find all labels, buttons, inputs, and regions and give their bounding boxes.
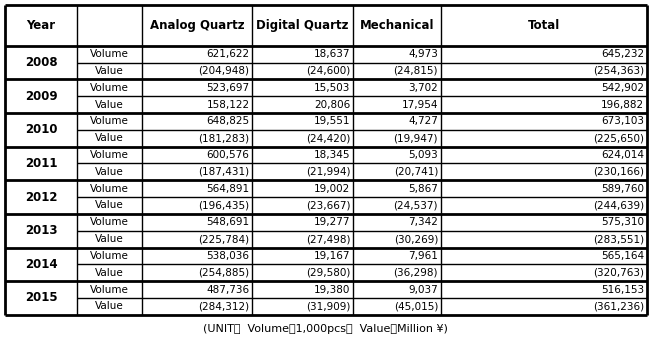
Text: Volume: Volume bbox=[90, 284, 129, 294]
Text: (181,283): (181,283) bbox=[198, 133, 250, 143]
Text: (283,551): (283,551) bbox=[593, 234, 644, 244]
Text: 7,342: 7,342 bbox=[408, 217, 438, 227]
Text: (24,600): (24,600) bbox=[306, 66, 350, 76]
Text: Volume: Volume bbox=[90, 150, 129, 160]
Text: 20,806: 20,806 bbox=[314, 100, 350, 110]
Text: 648,825: 648,825 bbox=[207, 116, 250, 126]
Text: 158,122: 158,122 bbox=[207, 100, 250, 110]
Text: 645,232: 645,232 bbox=[601, 49, 644, 59]
Text: 4,727: 4,727 bbox=[408, 116, 438, 126]
Text: Volume: Volume bbox=[90, 184, 129, 194]
Text: (196,435): (196,435) bbox=[198, 201, 250, 211]
Text: Volume: Volume bbox=[90, 83, 129, 93]
Text: (31,909): (31,909) bbox=[306, 301, 350, 311]
Text: Value: Value bbox=[95, 167, 124, 177]
Text: 3,702: 3,702 bbox=[408, 83, 438, 93]
Text: Value: Value bbox=[95, 133, 124, 143]
Text: (284,312): (284,312) bbox=[198, 301, 250, 311]
Text: 2013: 2013 bbox=[25, 224, 57, 237]
Text: (30,269): (30,269) bbox=[394, 234, 438, 244]
Text: Value: Value bbox=[95, 100, 124, 110]
Text: Volume: Volume bbox=[90, 251, 129, 261]
Text: (24,420): (24,420) bbox=[306, 133, 350, 143]
Text: 5,093: 5,093 bbox=[408, 150, 438, 160]
Text: Value: Value bbox=[95, 301, 124, 311]
Text: Mechanical: Mechanical bbox=[359, 19, 434, 32]
Text: 19,277: 19,277 bbox=[314, 217, 350, 227]
Text: (29,580): (29,580) bbox=[306, 268, 350, 278]
Text: (20,741): (20,741) bbox=[394, 167, 438, 177]
Text: 4,973: 4,973 bbox=[408, 49, 438, 59]
Text: 673,103: 673,103 bbox=[601, 116, 644, 126]
Text: 17,954: 17,954 bbox=[402, 100, 438, 110]
Text: (UNIT：  Volume；1,000pcs，  Value；Million ¥): (UNIT： Volume；1,000pcs， Value；Million ¥) bbox=[203, 324, 447, 334]
Text: 2011: 2011 bbox=[25, 157, 57, 170]
Text: 516,153: 516,153 bbox=[601, 284, 644, 294]
Text: (254,363): (254,363) bbox=[593, 66, 644, 76]
Text: 19,167: 19,167 bbox=[314, 251, 350, 261]
Text: Value: Value bbox=[95, 268, 124, 278]
Text: (21,994): (21,994) bbox=[306, 167, 350, 177]
Text: 196,882: 196,882 bbox=[601, 100, 644, 110]
Text: (187,431): (187,431) bbox=[198, 167, 250, 177]
Text: Year: Year bbox=[27, 19, 55, 32]
Text: (36,298): (36,298) bbox=[394, 268, 438, 278]
Text: Total: Total bbox=[528, 19, 560, 32]
Text: (244,639): (244,639) bbox=[593, 201, 644, 211]
Text: 589,760: 589,760 bbox=[601, 184, 644, 194]
Text: 2009: 2009 bbox=[25, 90, 57, 103]
Text: Volume: Volume bbox=[90, 49, 129, 59]
Text: Value: Value bbox=[95, 201, 124, 211]
Text: 487,736: 487,736 bbox=[207, 284, 250, 294]
Text: 18,637: 18,637 bbox=[314, 49, 350, 59]
Text: 575,310: 575,310 bbox=[601, 217, 644, 227]
Text: (254,885): (254,885) bbox=[198, 268, 250, 278]
Text: 2008: 2008 bbox=[25, 56, 57, 69]
Text: Volume: Volume bbox=[90, 116, 129, 126]
Text: 19,380: 19,380 bbox=[314, 284, 350, 294]
Text: 542,902: 542,902 bbox=[601, 83, 644, 93]
Text: Value: Value bbox=[95, 234, 124, 244]
Text: (225,650): (225,650) bbox=[593, 133, 644, 143]
Text: (361,236): (361,236) bbox=[593, 301, 644, 311]
Text: 19,002: 19,002 bbox=[314, 184, 350, 194]
Text: Volume: Volume bbox=[90, 217, 129, 227]
Text: 5,867: 5,867 bbox=[408, 184, 438, 194]
Text: (24,537): (24,537) bbox=[394, 201, 438, 211]
Text: 19,551: 19,551 bbox=[314, 116, 350, 126]
Text: (230,166): (230,166) bbox=[593, 167, 644, 177]
Text: (24,815): (24,815) bbox=[394, 66, 438, 76]
Text: 2014: 2014 bbox=[25, 258, 57, 271]
Text: 2012: 2012 bbox=[25, 191, 57, 204]
Text: 624,014: 624,014 bbox=[601, 150, 644, 160]
Text: 523,697: 523,697 bbox=[207, 83, 250, 93]
Text: 538,036: 538,036 bbox=[207, 251, 250, 261]
Text: 564,891: 564,891 bbox=[207, 184, 250, 194]
Text: 565,164: 565,164 bbox=[601, 251, 644, 261]
Text: 548,691: 548,691 bbox=[207, 217, 250, 227]
Text: (27,498): (27,498) bbox=[306, 234, 350, 244]
Text: 2015: 2015 bbox=[25, 291, 57, 304]
Text: 2010: 2010 bbox=[25, 123, 57, 136]
Text: Analog Quartz: Analog Quartz bbox=[150, 19, 244, 32]
Text: 7,961: 7,961 bbox=[408, 251, 438, 261]
Text: 600,576: 600,576 bbox=[207, 150, 250, 160]
Text: (225,784): (225,784) bbox=[198, 234, 250, 244]
Text: (19,947): (19,947) bbox=[394, 133, 438, 143]
Text: (23,667): (23,667) bbox=[306, 201, 350, 211]
Text: Value: Value bbox=[95, 66, 124, 76]
Text: 18,345: 18,345 bbox=[314, 150, 350, 160]
Text: 9,037: 9,037 bbox=[408, 284, 438, 294]
Text: 15,503: 15,503 bbox=[314, 83, 350, 93]
Text: (204,948): (204,948) bbox=[199, 66, 250, 76]
Text: (45,015): (45,015) bbox=[394, 301, 438, 311]
Text: (320,763): (320,763) bbox=[593, 268, 644, 278]
Text: 621,622: 621,622 bbox=[207, 49, 250, 59]
Text: Digital Quartz: Digital Quartz bbox=[256, 19, 349, 32]
